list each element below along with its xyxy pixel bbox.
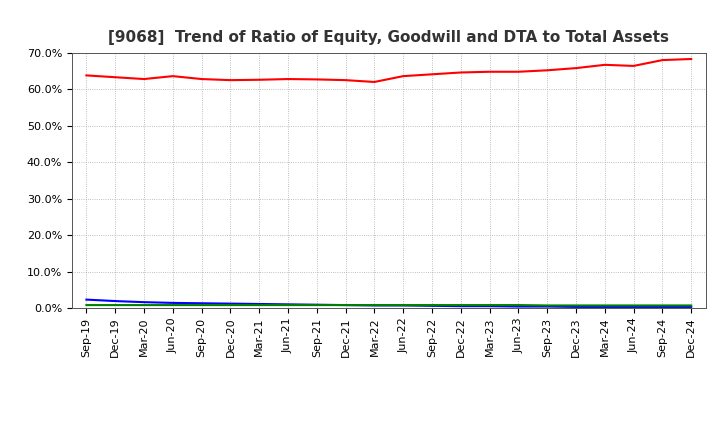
Equity xyxy=(312,77,321,82)
Deferred Tax Assets xyxy=(629,303,638,308)
Equity xyxy=(485,69,494,74)
Equity xyxy=(687,56,696,62)
Equity xyxy=(658,58,667,63)
Deferred Tax Assets xyxy=(111,302,120,308)
Deferred Tax Assets xyxy=(255,302,264,308)
Equity xyxy=(140,77,148,82)
Goodwill xyxy=(428,303,436,308)
Goodwill xyxy=(255,301,264,307)
Deferred Tax Assets xyxy=(197,302,206,308)
Equity xyxy=(284,77,292,82)
Deferred Tax Assets xyxy=(572,303,580,308)
Deferred Tax Assets xyxy=(370,302,379,308)
Goodwill xyxy=(600,304,609,310)
Deferred Tax Assets xyxy=(600,303,609,308)
Goodwill xyxy=(370,303,379,308)
Goodwill xyxy=(197,301,206,306)
Goodwill xyxy=(572,304,580,310)
Goodwill xyxy=(111,298,120,304)
Line: Goodwill: Goodwill xyxy=(86,300,691,307)
Goodwill xyxy=(399,303,408,308)
Goodwill xyxy=(687,304,696,310)
Deferred Tax Assets xyxy=(312,302,321,308)
Deferred Tax Assets xyxy=(168,302,177,308)
Equity xyxy=(168,73,177,79)
Deferred Tax Assets xyxy=(687,303,696,308)
Deferred Tax Assets xyxy=(140,302,148,308)
Title: [9068]  Trend of Ratio of Equity, Goodwill and DTA to Total Assets: [9068] Trend of Ratio of Equity, Goodwil… xyxy=(108,29,670,45)
Equity xyxy=(197,77,206,82)
Equity xyxy=(629,63,638,69)
Goodwill xyxy=(456,304,465,309)
Goodwill xyxy=(140,300,148,305)
Equity xyxy=(111,75,120,80)
Goodwill xyxy=(82,297,91,302)
Deferred Tax Assets xyxy=(82,302,91,308)
Equity xyxy=(543,68,552,73)
Equity xyxy=(572,66,580,71)
Equity xyxy=(600,62,609,67)
Goodwill xyxy=(226,301,235,306)
Deferred Tax Assets xyxy=(284,302,292,308)
Equity xyxy=(82,73,91,78)
Goodwill xyxy=(284,302,292,307)
Deferred Tax Assets xyxy=(658,303,667,308)
Deferred Tax Assets xyxy=(428,302,436,308)
Goodwill xyxy=(341,302,350,308)
Equity xyxy=(428,72,436,77)
Deferred Tax Assets xyxy=(399,302,408,308)
Equity xyxy=(399,73,408,79)
Equity xyxy=(341,77,350,83)
Deferred Tax Assets xyxy=(341,302,350,308)
Goodwill xyxy=(629,304,638,310)
Line: Equity: Equity xyxy=(86,59,691,82)
Equity xyxy=(255,77,264,82)
Goodwill xyxy=(658,304,667,310)
Deferred Tax Assets xyxy=(456,302,465,308)
Goodwill xyxy=(168,300,177,305)
Deferred Tax Assets xyxy=(514,302,523,308)
Goodwill xyxy=(514,304,523,309)
Goodwill xyxy=(543,304,552,309)
Equity xyxy=(370,79,379,84)
Goodwill xyxy=(312,302,321,308)
Deferred Tax Assets xyxy=(543,303,552,308)
Equity xyxy=(226,77,235,83)
Equity xyxy=(514,69,523,74)
Equity xyxy=(456,70,465,75)
Deferred Tax Assets xyxy=(485,302,494,308)
Deferred Tax Assets xyxy=(226,302,235,308)
Goodwill xyxy=(485,304,494,309)
